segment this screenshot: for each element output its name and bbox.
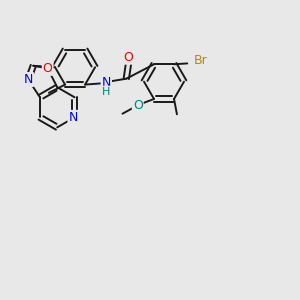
Text: N: N (68, 111, 78, 124)
Text: O: O (43, 62, 52, 75)
Text: O: O (124, 51, 134, 64)
Text: O: O (133, 99, 143, 112)
Text: N: N (102, 76, 111, 89)
Text: H: H (102, 87, 110, 97)
Text: N: N (24, 73, 33, 86)
Text: Br: Br (194, 54, 208, 67)
